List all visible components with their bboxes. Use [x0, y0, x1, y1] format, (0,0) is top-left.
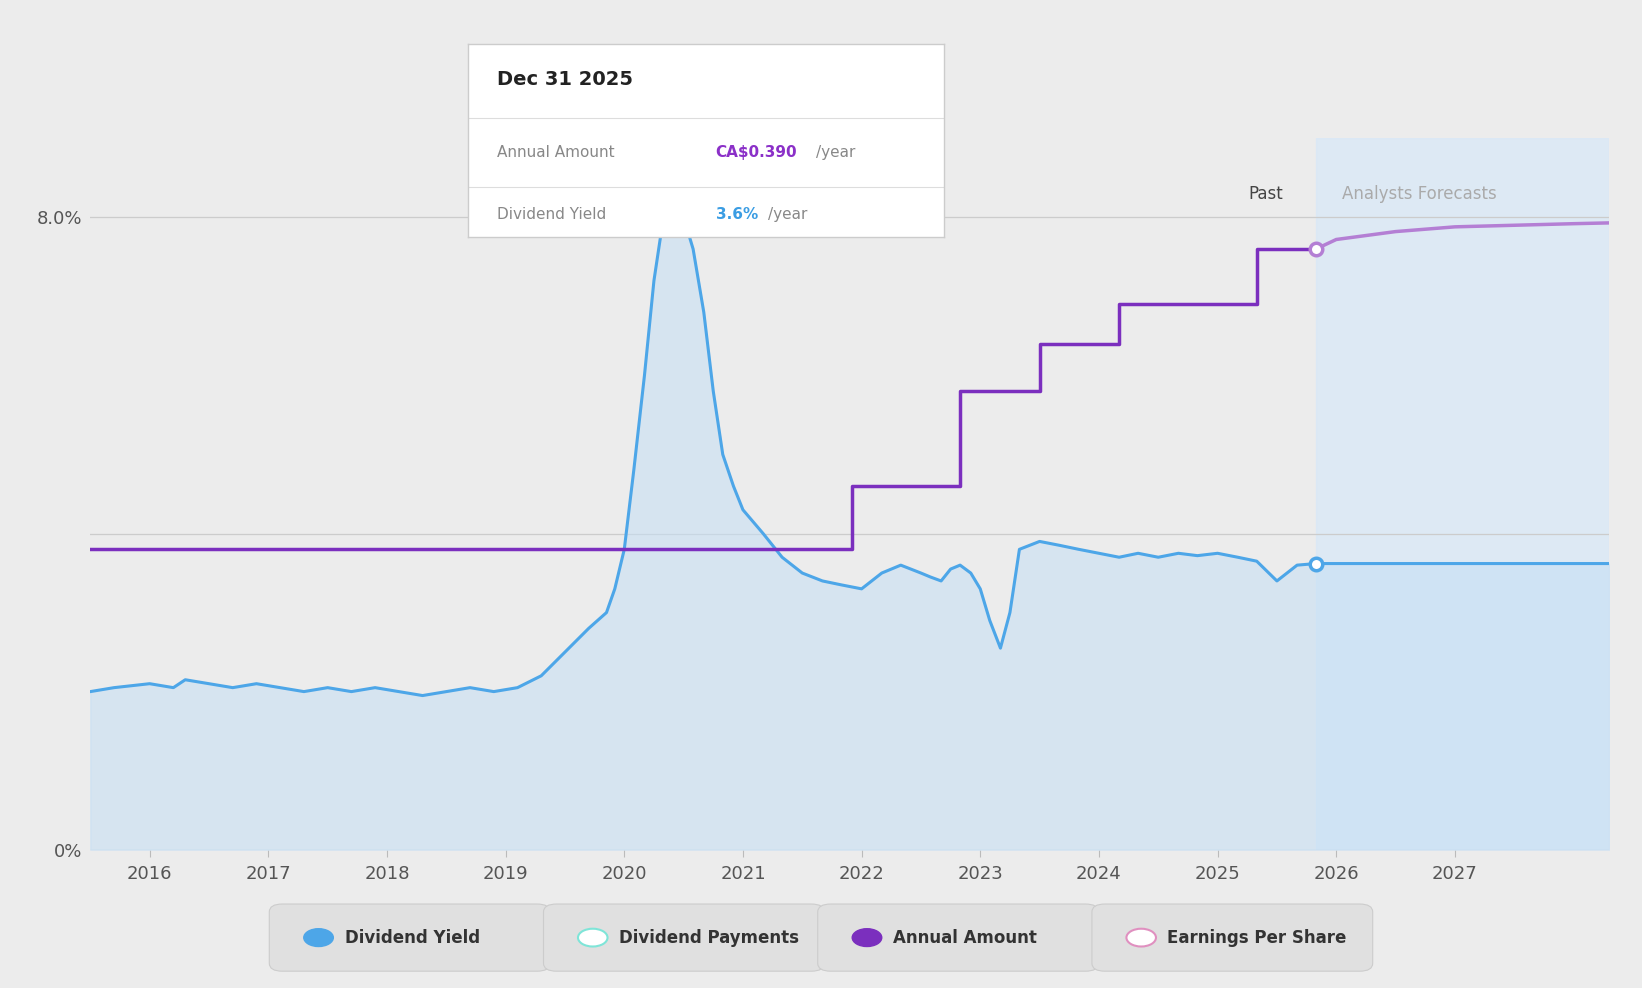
Text: /year: /year — [816, 145, 855, 160]
Bar — [1317, 138, 1609, 850]
Text: Dividend Payments: Dividend Payments — [619, 929, 800, 947]
Text: Dividend Yield: Dividend Yield — [496, 206, 606, 221]
Text: CA$0.390: CA$0.390 — [716, 145, 798, 160]
Text: 3.6%: 3.6% — [716, 206, 759, 221]
Text: Dividend Yield: Dividend Yield — [345, 929, 479, 947]
Text: Analysts Forecasts: Analysts Forecasts — [1342, 185, 1498, 203]
Text: Past: Past — [1248, 185, 1282, 203]
Text: Annual Amount: Annual Amount — [893, 929, 1038, 947]
Text: Annual Amount: Annual Amount — [496, 145, 614, 160]
Text: Dec 31 2025: Dec 31 2025 — [496, 69, 632, 89]
Text: Earnings Per Share: Earnings Per Share — [1167, 929, 1346, 947]
Text: /year: /year — [768, 206, 808, 221]
